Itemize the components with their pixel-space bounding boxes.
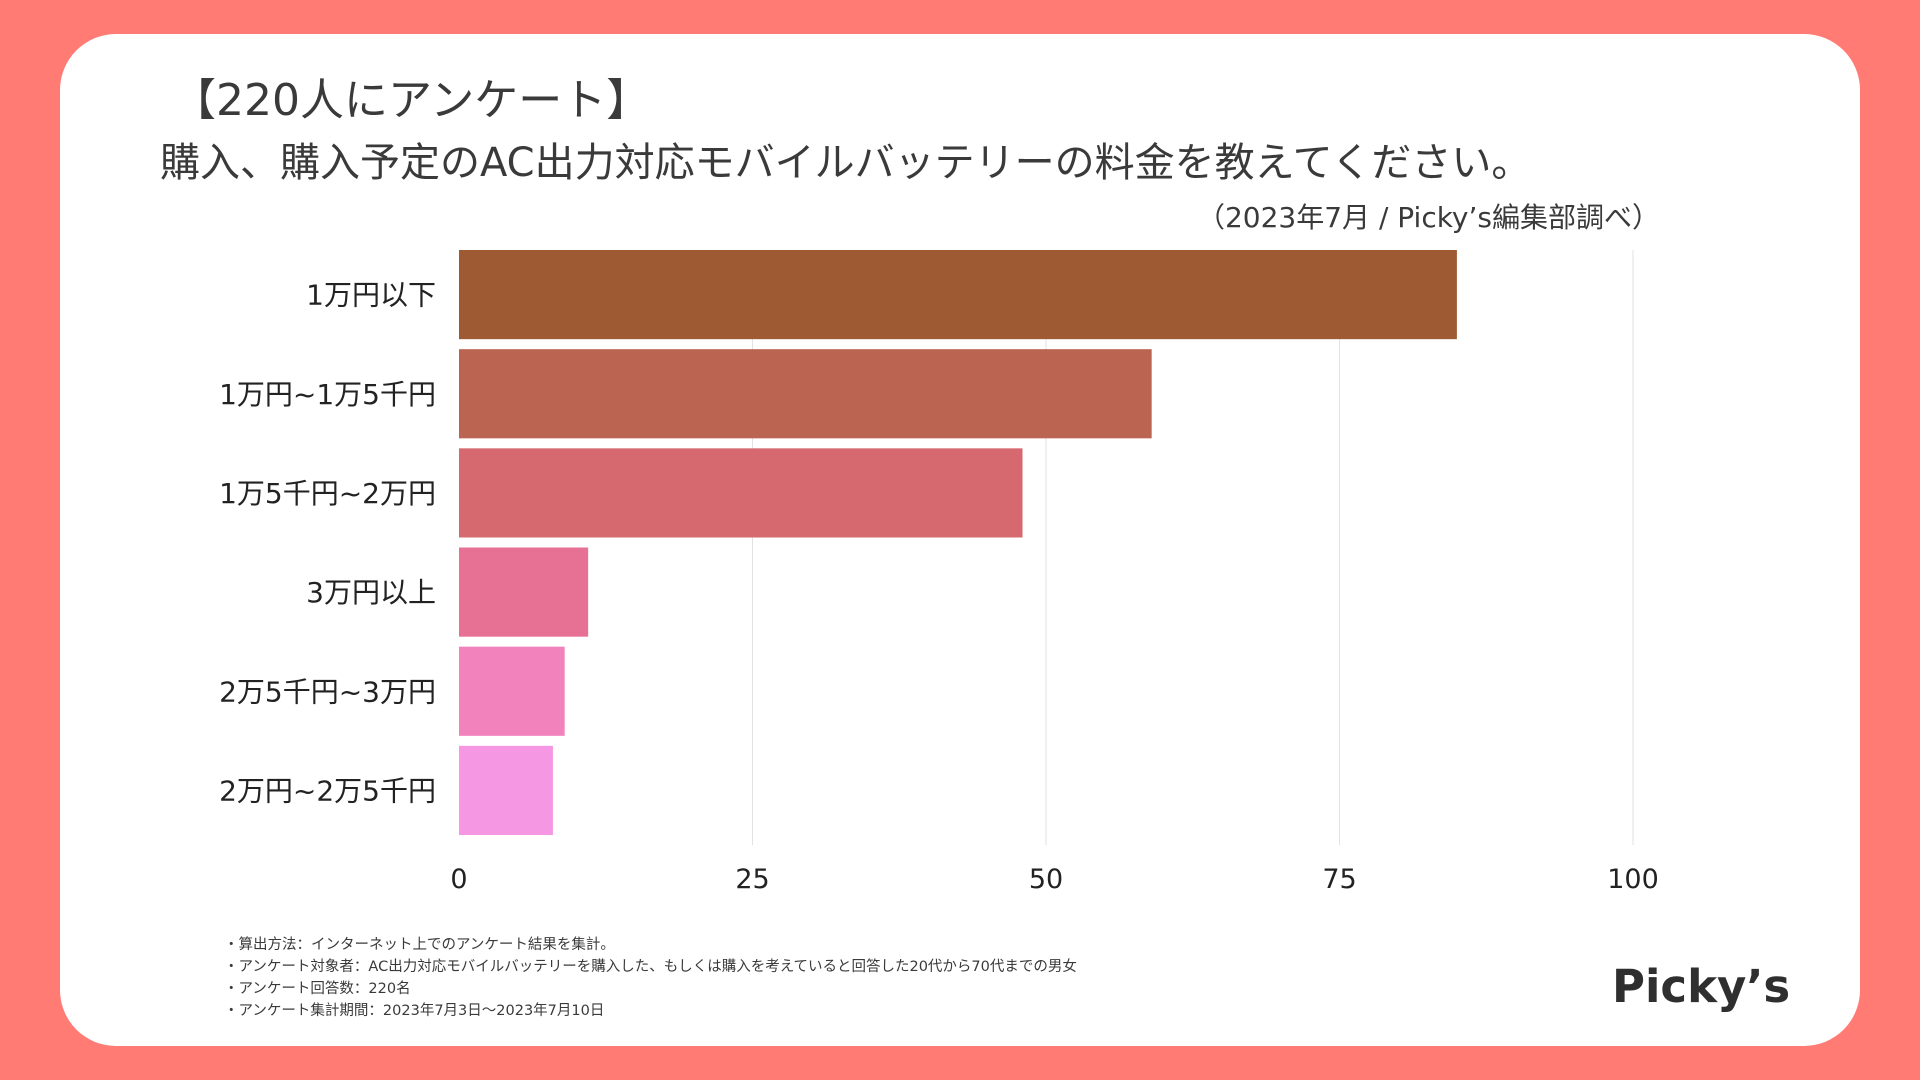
- bar: [459, 547, 589, 637]
- category-label: 1万5千円~2万円: [219, 477, 436, 510]
- x-tick-label: 25: [735, 864, 769, 895]
- x-tick-label: 100: [1607, 864, 1659, 895]
- note-period: ・アンケート集計期間：2023年7月3日〜2023年7月10日: [224, 1003, 605, 1019]
- category-label: 2万5千円~3万円: [219, 675, 436, 708]
- category-label: 1万円以下: [306, 279, 436, 312]
- note-target: ・アンケート対象者：AC出力対応モバイルバッテリーを購入した、もしくは購入を考え…: [224, 959, 1077, 975]
- bar: [459, 646, 565, 736]
- note-method: ・算出方法：インターネット上でのアンケート結果を集計。: [224, 937, 615, 953]
- chart-source: （2023年7月 / Picky’s編集部調べ）: [1196, 201, 1660, 234]
- category-label: 2万円~2万5千円: [219, 774, 436, 807]
- chart-card: [60, 34, 1860, 1046]
- bar: [459, 349, 1152, 439]
- pickys-logo: Picky’s: [1612, 960, 1791, 1013]
- category-label: 3万円以上: [306, 576, 436, 609]
- bar: [459, 448, 1023, 538]
- x-tick-label: 0: [450, 864, 467, 895]
- x-tick-label: 50: [1029, 864, 1063, 895]
- bar: [459, 745, 553, 835]
- bar: [459, 250, 1457, 340]
- note-count: ・アンケート回答数：220名: [224, 981, 411, 997]
- category-label: 1万円~1万5千円: [219, 378, 436, 411]
- x-tick-label: 75: [1322, 864, 1356, 895]
- chart-title-line1: 【220人にアンケート】: [172, 75, 651, 126]
- chart-title-line2: 購入、購入予定のAC出力対応モバイルバッテリーの料金を教えてください。: [160, 140, 1532, 186]
- survey-notes: ・算出方法：インターネット上でのアンケート結果を集計。 ・アンケート対象者：AC…: [224, 934, 1077, 1022]
